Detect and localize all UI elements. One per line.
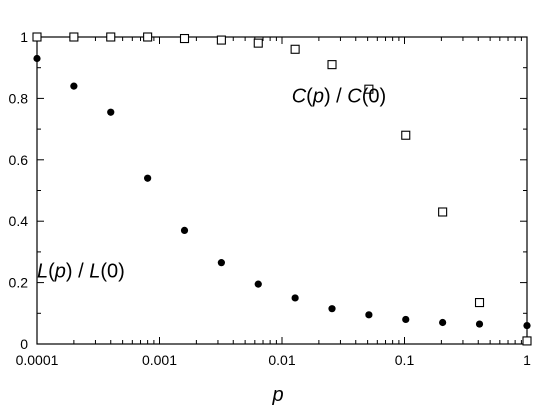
annotation-part: p	[54, 260, 66, 282]
x-axis-label: p	[271, 384, 283, 406]
data-point-circle	[523, 321, 531, 330]
annotation-part: ) /	[66, 260, 89, 282]
x-tick-label: 0.1	[395, 352, 415, 368]
x-tick-label: 1	[523, 352, 531, 368]
tick-labels: 0.0001 0.001 0.01 0.1 1 0 0.2 0.4 0.6 0.8 1	[9, 29, 532, 368]
data-point-square	[32, 32, 42, 42]
annotation-part: (0)	[362, 85, 386, 107]
series-annotations: C(p) / C(0)L(p) / L(0)	[37, 85, 386, 282]
data-point-circle	[217, 259, 225, 267]
annotation-part: L	[37, 260, 48, 282]
axis-ticks	[36, 36, 528, 345]
data-point-circle	[439, 318, 447, 327]
y-tick-label: 0.6	[9, 152, 29, 168]
annotation-part: ) /	[324, 85, 347, 107]
data-point-square	[401, 130, 411, 140]
data-point-circle	[291, 294, 299, 302]
annotation-part: L	[89, 260, 100, 282]
data-point-square	[143, 32, 153, 42]
data-point-circle	[180, 226, 189, 235]
annotation-part: (	[306, 85, 313, 107]
data-point-square	[69, 32, 79, 42]
data-point-circle	[328, 305, 336, 313]
annotation-part: (0)	[100, 260, 124, 282]
data-point-square	[290, 44, 300, 54]
data-point-circle	[254, 280, 262, 288]
x-tick-label: 0.01	[268, 352, 295, 368]
plot-frame	[36, 36, 528, 345]
data-point-square	[216, 35, 226, 45]
data-point-circle	[402, 315, 410, 324]
data-marks	[32, 32, 532, 346]
y-tick-label: 0.8	[9, 90, 29, 106]
data-point-circle	[33, 54, 41, 63]
x-tick-label: 0.0001	[16, 352, 59, 368]
annotation-part: C	[347, 85, 362, 107]
annotation-part: C	[292, 85, 307, 107]
x-tick-label: 0.001	[142, 352, 177, 368]
data-point-circle	[365, 311, 373, 319]
data-point-circle	[70, 82, 78, 90]
data-point-square	[327, 60, 337, 70]
data-point-circle	[107, 108, 115, 116]
data-point-square	[364, 84, 374, 94]
y-tick-label: 0.2	[9, 275, 29, 291]
data-point-circle	[144, 174, 152, 182]
data-point-square	[106, 32, 116, 42]
data-point-square	[253, 38, 263, 48]
y-tick-label: 0.4	[9, 213, 29, 229]
data-point-square	[179, 33, 190, 44]
annotation-part: p	[312, 85, 324, 107]
data-point-square	[474, 298, 485, 308]
data-point-square	[522, 336, 532, 346]
series-annotation: L(p) / L(0)	[37, 260, 125, 282]
y-tick-label: 0	[20, 336, 28, 352]
series-annotation: C(p) / C(0)	[292, 85, 387, 107]
annotation-part: (	[48, 260, 55, 282]
data-point-square	[438, 207, 448, 217]
y-tick-label: 1	[20, 29, 28, 45]
data-point-circle	[475, 320, 484, 328]
